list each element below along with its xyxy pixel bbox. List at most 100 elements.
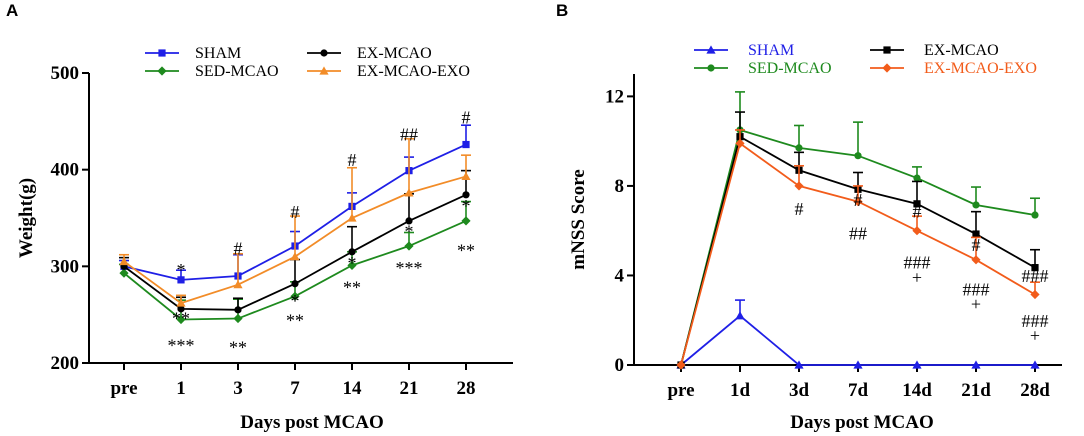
data-point [794, 360, 804, 369]
x-tick-label: 1 [176, 378, 186, 399]
data-point [1030, 360, 1040, 369]
x-tick-label: 21d [961, 380, 991, 401]
significance-mark: * [177, 260, 186, 280]
chart-a-weight: 200 300 400 500 pre 1 3 7 14 21 28 Days post MCAO We… [16, 45, 513, 433]
y-axis-title: Weight(g) [16, 178, 37, 258]
data-point [971, 360, 981, 369]
data-point [177, 276, 185, 284]
x-tick-label: 3d [789, 380, 810, 401]
legend-label: SHAM [195, 45, 241, 62]
significance-mark: * [348, 253, 357, 273]
chart-b-mnss: 0 4 8 12 pre 1d 3d 7d 14d 21d 28d Days post MCAO mNS… [568, 42, 1062, 433]
data-point [404, 241, 414, 251]
data-point [177, 305, 185, 313]
y-tick-label: 500 [51, 63, 80, 84]
legend-label: SED-MCAO [195, 63, 279, 80]
significance-mark: *** [396, 258, 423, 278]
data-point [347, 260, 357, 270]
x-tick-label: 14 [343, 378, 363, 399]
x-axis-title: Days post MCAO [790, 412, 934, 433]
data-point [1031, 264, 1039, 272]
legend-label: EX-MCAO [357, 45, 432, 62]
significance-mark: # [972, 235, 981, 255]
legend-entry: EX-MCAO-EXO [870, 60, 1037, 77]
significance-mark: * [291, 291, 300, 311]
x-tick-label: 14d [902, 380, 932, 401]
y-tick-label: 300 [51, 256, 80, 277]
legend-label: EX-MCAO-EXO [357, 63, 470, 80]
data-point [462, 140, 470, 149]
data-point [795, 144, 803, 152]
x-axis-title: Days post MCAO [240, 412, 384, 433]
data-point [404, 188, 414, 197]
y-axis-title: mNSS Score [568, 169, 589, 269]
data-point [233, 280, 243, 289]
series-line [680, 135, 1036, 366]
x-tick-label: 1d [730, 380, 751, 401]
data-point [461, 171, 471, 181]
legend-swatch-marker [157, 66, 167, 76]
data-point [1030, 289, 1040, 300]
significance-mark: ## [400, 125, 418, 145]
series-ex-mcao-exo [676, 129, 1040, 370]
legend-entry: EX-MCAO-EXO [307, 63, 470, 80]
legend-swatch-marker [882, 63, 892, 73]
significance-mark: # [234, 239, 243, 259]
data-point [119, 268, 129, 278]
x-tick-label: pre [110, 378, 137, 399]
data-point [854, 152, 862, 160]
significance-mark: # [291, 202, 300, 222]
data-point [676, 360, 686, 370]
significance-mark: + [1030, 325, 1040, 345]
data-point [291, 280, 299, 288]
data-point [853, 360, 863, 369]
legend-label: EX-MCAO-EXO [924, 60, 1037, 77]
significance-mark: # [913, 201, 922, 221]
significance-mark: # [348, 150, 357, 170]
y-tick-label: 8 [615, 176, 625, 197]
significance-mark: + [912, 267, 922, 287]
legend-label: EX-MCAO [924, 42, 999, 59]
legend-swatch-marker [707, 64, 715, 72]
data-point [972, 230, 980, 238]
data-point [290, 252, 300, 261]
data-point [347, 213, 357, 222]
data-point [913, 200, 921, 208]
y-tick-label: 200 [51, 353, 80, 374]
significance-mark: ** [229, 337, 247, 357]
data-point [794, 181, 804, 191]
significance-mark: ### [963, 280, 990, 300]
significance-mark: *** [168, 335, 195, 355]
significance-mark: ## [849, 224, 867, 244]
legend-swatch-marker [158, 49, 166, 57]
significance-mark: ### [1022, 311, 1049, 331]
legend-entry: SHAM [694, 42, 794, 59]
significance-mark: ** [457, 241, 475, 261]
data-point [912, 360, 922, 369]
x-tick-label: 7 [290, 378, 300, 399]
x-tick-label: 28d [1020, 380, 1050, 401]
significance-mark: ### [904, 253, 931, 273]
data-point [290, 291, 300, 301]
significance-mark: # [462, 107, 471, 127]
y-tick-label: 0 [615, 355, 625, 376]
data-point [119, 256, 129, 266]
data-point [1031, 211, 1039, 219]
significance-mark: # [795, 199, 804, 219]
data-point [735, 311, 745, 320]
legend-entry: EX-MCAO [870, 42, 999, 59]
data-point [971, 255, 981, 265]
legend-entry: SED-MCAO [145, 63, 279, 80]
significance-mark: * [405, 221, 414, 241]
significance-mark: ** [343, 277, 361, 297]
x-tick-label: 3 [233, 378, 243, 399]
legend-swatch-marker [883, 46, 891, 54]
y-tick-label: 400 [51, 160, 80, 181]
y-tick-label: 12 [605, 86, 624, 107]
significance-mark: ** [172, 308, 190, 328]
panel-label-b: B [556, 1, 568, 20]
legend-label: SED-MCAO [748, 60, 832, 77]
data-point [234, 306, 242, 314]
significance-mark: + [971, 294, 981, 314]
